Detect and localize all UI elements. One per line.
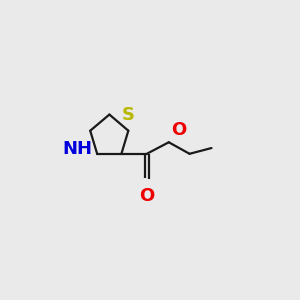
Text: O: O [171, 121, 186, 139]
Text: O: O [139, 187, 154, 205]
Text: S: S [122, 106, 135, 124]
Text: NH: NH [62, 140, 92, 158]
